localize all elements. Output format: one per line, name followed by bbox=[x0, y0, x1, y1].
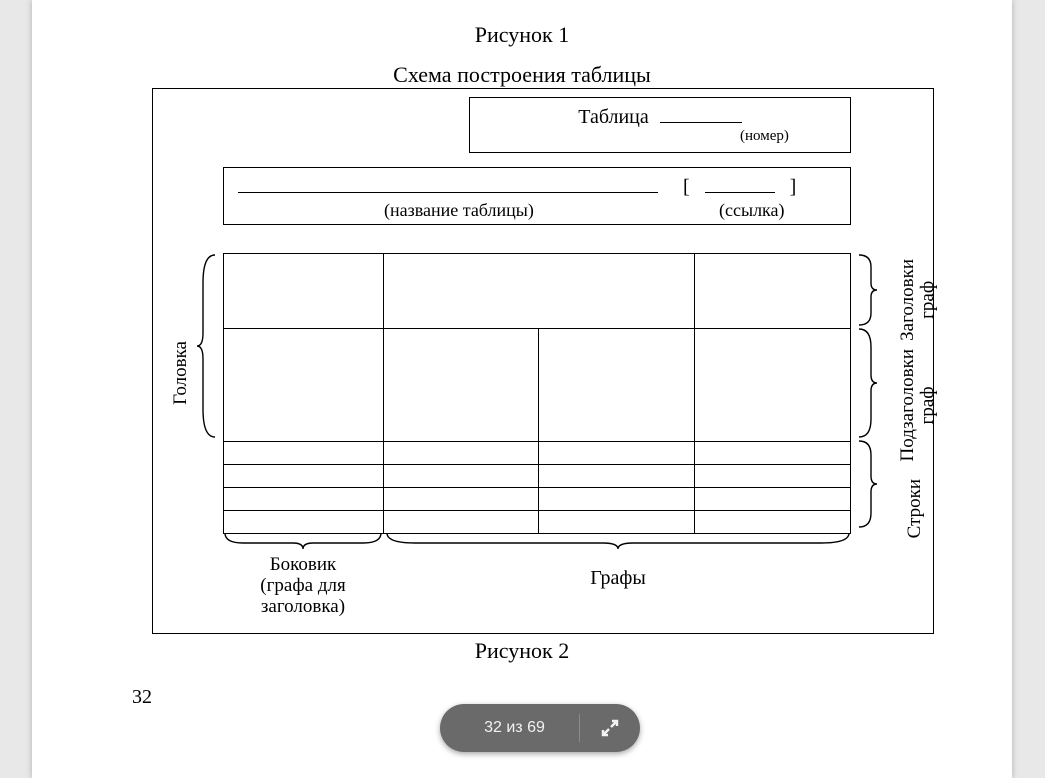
table-cell bbox=[695, 442, 851, 465]
table-title-row: [ ] bbox=[238, 174, 838, 199]
brace-bokovik-icon bbox=[223, 529, 383, 551]
document-page: Рисунок 1 Схема построения таблицы Табли… bbox=[32, 0, 1012, 778]
label-stroki: Строки bbox=[905, 479, 925, 538]
table-row bbox=[224, 442, 851, 465]
bracket-close: ] bbox=[790, 176, 797, 198]
table-structure-diagram bbox=[223, 253, 851, 534]
label-bokovik: Боковик(графа длязаголовка) bbox=[223, 555, 383, 618]
viewer-toolbar: 32 из 69 bbox=[440, 704, 640, 752]
table-header-cell bbox=[383, 254, 695, 329]
label-grafy: Графы bbox=[385, 567, 851, 590]
figure-1-caption: Рисунок 1 bbox=[32, 22, 1012, 48]
table-title-blank bbox=[238, 174, 658, 193]
label-podzagolovki-graf: Подзаголовкиграф bbox=[898, 349, 938, 461]
expand-icon bbox=[600, 718, 620, 738]
table-row bbox=[224, 465, 851, 488]
brace-podzagolovki-icon bbox=[855, 327, 879, 439]
table-title-sub: (название таблицы) bbox=[384, 200, 534, 221]
table-subheader-cell bbox=[224, 329, 384, 442]
table-cell bbox=[383, 442, 539, 465]
table-ref-sub: (ссылка) bbox=[719, 200, 785, 221]
table-header-row bbox=[224, 254, 851, 329]
table-cell bbox=[383, 465, 539, 488]
schema-outer-box: Таблица (номер) [ ] (название таблицы) (… bbox=[152, 88, 934, 634]
page-counter[interactable]: 32 из 69 bbox=[440, 719, 579, 737]
table-header-cell bbox=[695, 254, 851, 329]
brace-golovka-icon bbox=[195, 253, 219, 439]
brace-stroki-icon bbox=[855, 439, 879, 529]
table-cell bbox=[539, 465, 695, 488]
table-row bbox=[224, 488, 851, 511]
table-subheader-cell bbox=[383, 329, 539, 442]
table-cell bbox=[224, 465, 384, 488]
table-number-label: Таблица bbox=[578, 106, 649, 128]
table-subheader-cell bbox=[539, 329, 695, 442]
label-zagolovki-graf: Заголовкиграф bbox=[898, 259, 938, 341]
table-number-sub: (номер) bbox=[740, 128, 789, 145]
table-cell bbox=[383, 488, 539, 511]
bracket-open: [ bbox=[683, 176, 690, 198]
table-cell bbox=[695, 488, 851, 511]
table-cell bbox=[695, 465, 851, 488]
table-cell bbox=[224, 442, 384, 465]
table-cell bbox=[539, 442, 695, 465]
table-ref-blank bbox=[705, 174, 775, 193]
table-cell bbox=[539, 488, 695, 511]
brace-zagolovki-icon bbox=[855, 253, 879, 327]
table-subheader-row bbox=[224, 329, 851, 442]
table-number-row: Таблица bbox=[470, 104, 850, 129]
table-header-cell bbox=[224, 254, 384, 329]
table-subheader-cell bbox=[695, 329, 851, 442]
page-number: 32 bbox=[132, 686, 152, 709]
fullscreen-button[interactable] bbox=[580, 718, 640, 738]
table-cell bbox=[224, 488, 384, 511]
figure-2-caption: Рисунок 2 bbox=[32, 638, 1012, 664]
schema-title: Схема построения таблицы bbox=[32, 62, 1012, 88]
brace-grafy-icon bbox=[385, 529, 851, 551]
table-number-blank bbox=[660, 104, 742, 123]
table-title-box: [ ] (название таблицы) (ссылка) bbox=[223, 167, 851, 225]
table-number-box: Таблица (номер) bbox=[469, 97, 851, 153]
label-golovka: Головка bbox=[171, 341, 191, 405]
